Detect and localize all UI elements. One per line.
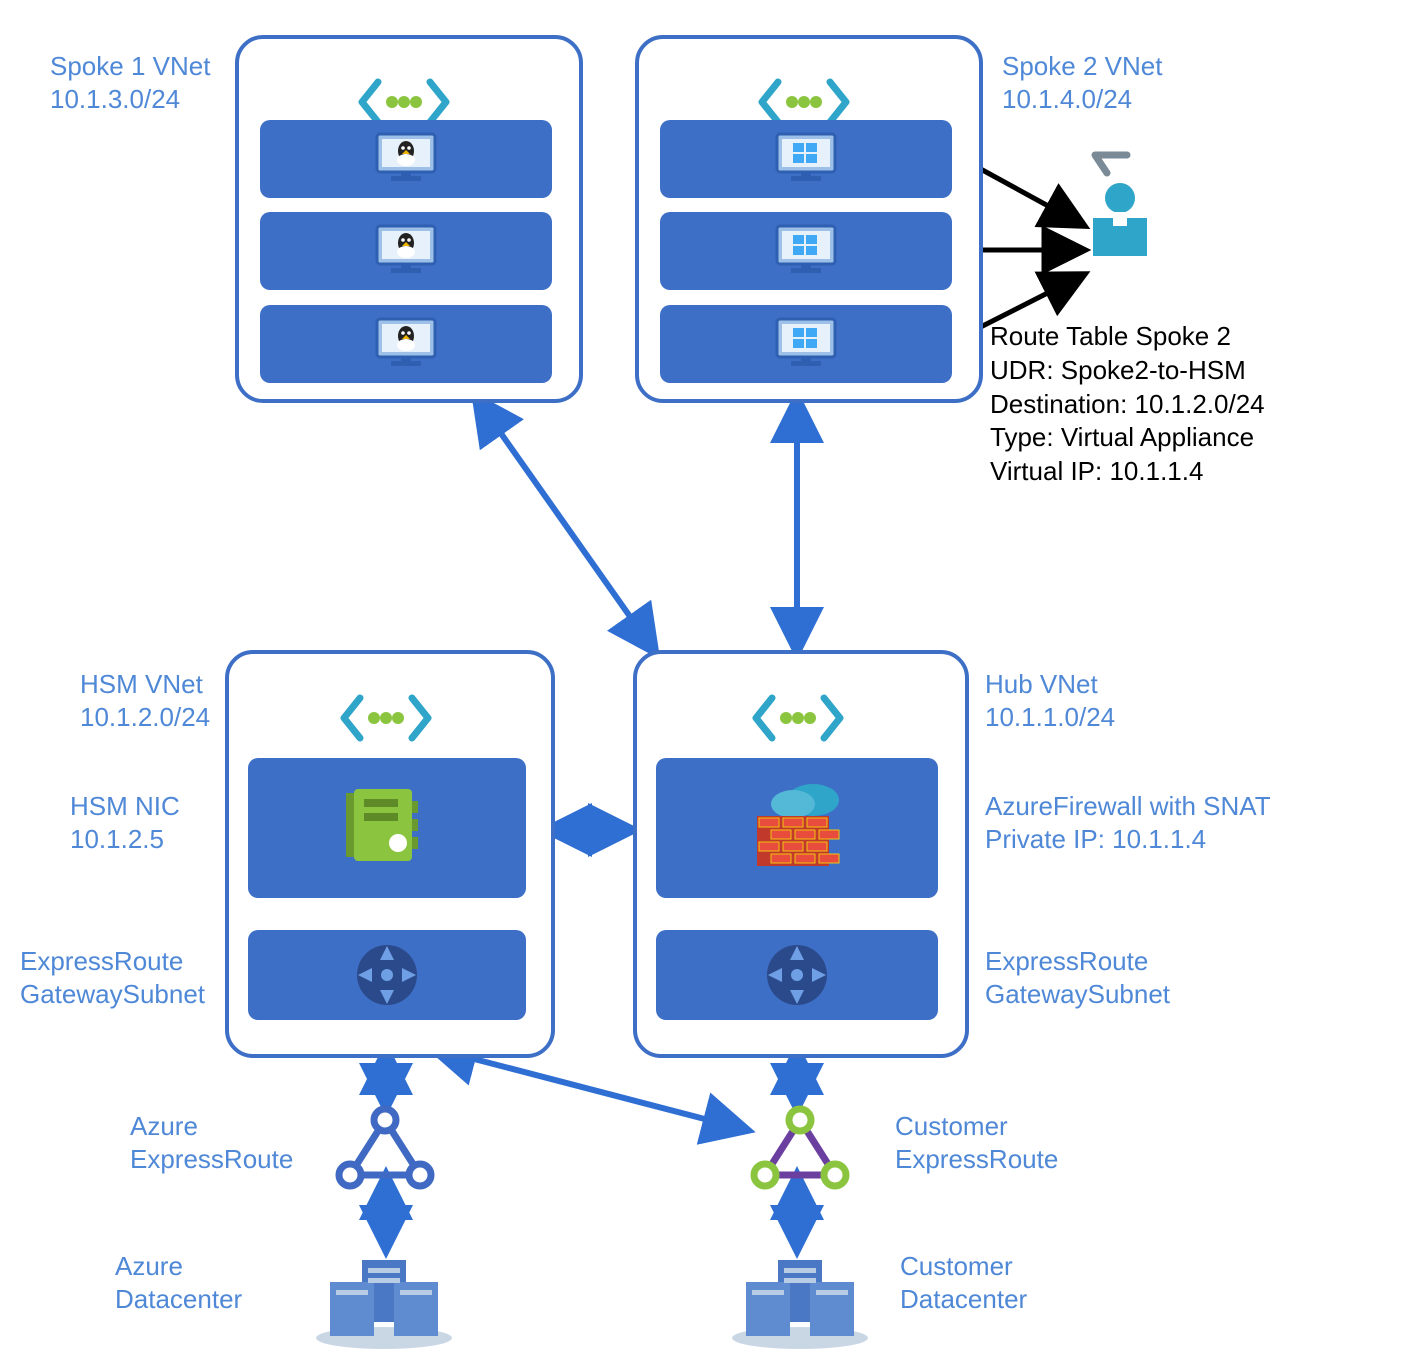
block-hsm-1 (248, 930, 526, 1020)
vnet-label-hub: Hub VNet 10.1.1.0/24 (985, 668, 1115, 733)
label-azure-dc: Azure Datacenter (115, 1250, 242, 1315)
firewall-icon (747, 782, 847, 874)
vnet-label-spoke2: Spoke 2 VNet 10.1.4.0/24 (1002, 50, 1162, 115)
vnet-icon-hsm (340, 694, 432, 747)
block-hub-1 (656, 930, 938, 1020)
vnet-icon (752, 694, 844, 742)
arrow-spoke1-hub (476, 398, 655, 652)
gateway-icon (762, 940, 832, 1010)
block-hsm-0 (248, 758, 526, 898)
block-label-hsm-0: HSM NIC 10.1.2.5 (70, 790, 180, 855)
block-spoke1-0 (260, 120, 552, 198)
block-label-hub-0: AzureFirewall with SNAT Private IP: 10.1… (985, 790, 1271, 855)
user-icon (1093, 155, 1147, 256)
label-customer-er: Customer ExpressRoute (895, 1110, 1058, 1175)
vnet-icon (358, 78, 450, 126)
customer-expressroute-icon (754, 1109, 846, 1186)
block-spoke2-0 (660, 120, 952, 198)
vnet-icon (340, 694, 432, 742)
azure-expressroute-icon (339, 1109, 431, 1186)
block-hub-0 (656, 758, 938, 898)
vnet-label-hsm: HSM VNet 10.1.2.0/24 (80, 668, 210, 733)
hsm-nic-icon (346, 783, 428, 873)
arrow-hsmgw-custer (432, 1048, 747, 1130)
block-spoke2-2 (660, 305, 952, 383)
block-spoke2-1 (660, 212, 952, 290)
gateway-icon (352, 940, 422, 1010)
block-label-hub-1: ExpressRoute GatewaySubnet (985, 945, 1170, 1010)
customer-datacenter-icon (732, 1260, 868, 1349)
label-azure-er: Azure ExpressRoute (130, 1110, 293, 1175)
block-spoke1-2 (260, 305, 552, 383)
azure-datacenter-icon (316, 1260, 452, 1349)
vnet-label-spoke1: Spoke 1 VNet 10.1.3.0/24 (50, 50, 210, 115)
route-table-text: Route Table Spoke 2 UDR: Spoke2-to-HSM D… (990, 320, 1265, 489)
vnet-icon-hub (752, 694, 844, 747)
vnet-icon (758, 78, 850, 126)
label-customer-dc: Customer Datacenter (900, 1250, 1027, 1315)
block-label-hsm-1: ExpressRoute GatewaySubnet (20, 945, 205, 1010)
block-spoke1-1 (260, 212, 552, 290)
